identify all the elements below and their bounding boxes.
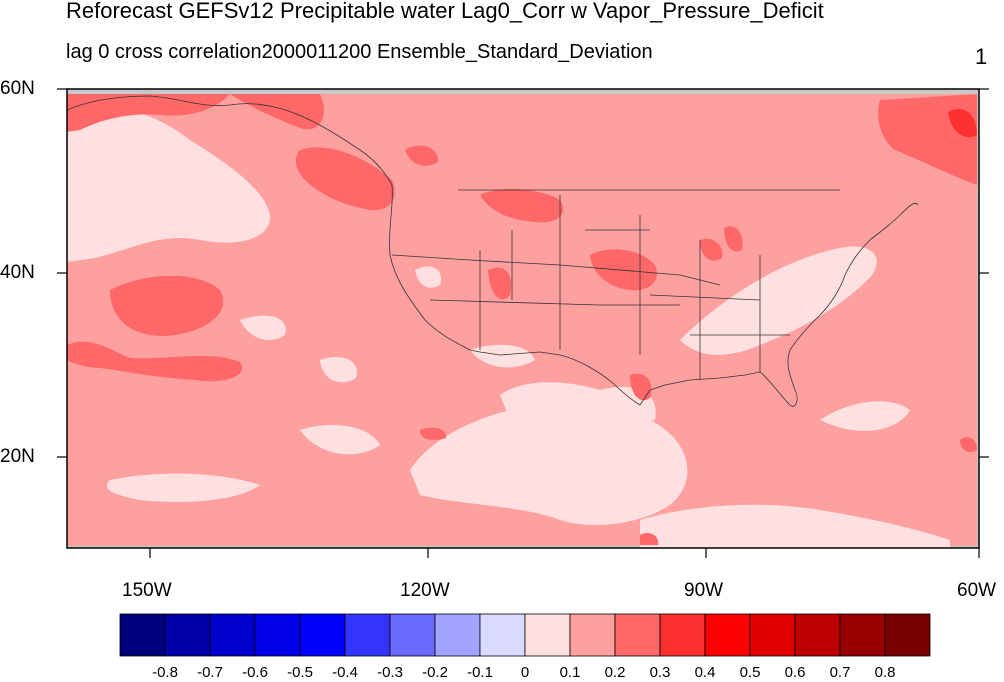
colorbar-swatch xyxy=(839,613,886,657)
colorbar-swatch xyxy=(254,613,301,657)
colorbar-swatch xyxy=(119,613,166,657)
colorbar-tick-label: 0.8 xyxy=(874,664,896,681)
lon-label-150w: 150W xyxy=(122,580,172,601)
colorbar-swatch xyxy=(884,613,931,657)
colorbar-swatch xyxy=(479,613,526,657)
lat-label-20n: 20N xyxy=(0,446,35,467)
colorbar-swatch xyxy=(344,613,391,657)
axis-ticks xyxy=(57,88,989,558)
colorbar-tick-label: 0.3 xyxy=(649,664,671,681)
colorbar-tick-label: 0 xyxy=(520,664,530,681)
colorbar-tick-label: -0.2 xyxy=(422,664,448,681)
lon-label-90w: 90W xyxy=(684,580,724,601)
colorbar-swatch xyxy=(434,613,481,657)
colorbar-swatch xyxy=(659,613,706,657)
map-frame xyxy=(66,88,980,549)
colorbar-swatch xyxy=(209,613,256,657)
colorbar-swatch xyxy=(164,613,211,657)
colorbar-tick-label: 0.4 xyxy=(694,664,716,681)
colorbar-tick-label: 0.2 xyxy=(604,664,626,681)
colorbar-swatch xyxy=(524,613,571,657)
corner-value: 1 xyxy=(975,44,988,69)
colorbar-tick-label: 0.6 xyxy=(784,664,806,681)
coastlines-and-borders xyxy=(67,95,919,407)
colorbar-swatch xyxy=(299,613,346,657)
colorbar-tick-label: -0.3 xyxy=(377,664,403,681)
colorbar-tick-label: -0.6 xyxy=(242,664,268,681)
map-subtitle: lag 0 cross correlation2000011200 Ensemb… xyxy=(66,41,653,63)
colorbar-swatch xyxy=(569,613,616,657)
lat-label-40n: 40N xyxy=(0,262,35,283)
map-plot-area xyxy=(67,89,979,548)
colorbar-tick-label: -0.4 xyxy=(332,664,358,681)
colorbar-tick-label: -0.1 xyxy=(467,664,493,681)
colorbar-swatch xyxy=(704,613,751,657)
colorbar-tick-label: -0.5 xyxy=(287,664,313,681)
map-title: Reforecast GEFSv12 Precipitable water La… xyxy=(66,0,824,23)
contour-fill-level-0-0.1 xyxy=(67,105,950,548)
colorbar-tick-label: 0.7 xyxy=(829,664,851,681)
colorbar-tick-label: -0.8 xyxy=(152,664,178,681)
colorbar-tick-label: 0.1 xyxy=(559,664,581,681)
lon-label-60w: 60W xyxy=(957,580,997,601)
colorbar-swatch xyxy=(794,613,841,657)
colorbar-swatch xyxy=(749,613,796,657)
colorbar-swatch xyxy=(389,613,436,657)
lon-label-120w: 120W xyxy=(400,580,450,601)
colorbar-swatch xyxy=(614,613,661,657)
colorbar-tick-label: -0.7 xyxy=(197,664,223,681)
colorbar xyxy=(119,613,931,657)
colorbar-tick-label: 0.5 xyxy=(739,664,761,681)
lat-label-60n: 60N xyxy=(0,78,35,99)
contour-fill-level-0.3-0.4 xyxy=(948,108,977,138)
